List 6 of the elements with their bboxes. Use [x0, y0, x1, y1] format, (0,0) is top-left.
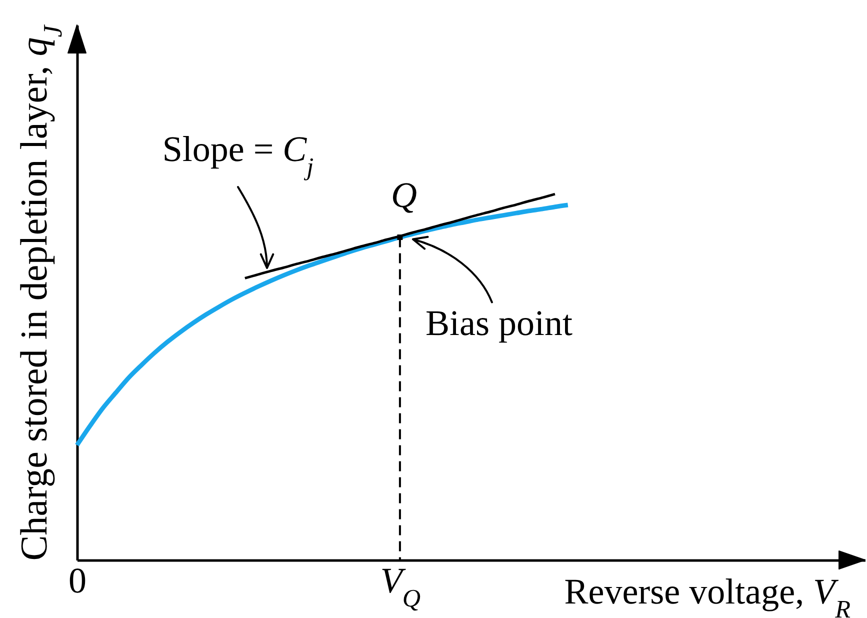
x-axis-title: Reverse voltage, V$_{R}$ — [564, 572, 850, 618]
x-tick-label: V$_{Q}$ — [380, 560, 421, 612]
annotation: Q — [390, 175, 417, 216]
x-tick-label: 0 — [68, 560, 86, 600]
text: Slope = C$_{j}$ — [162, 129, 314, 180]
annotation: Bias point — [425, 303, 572, 344]
